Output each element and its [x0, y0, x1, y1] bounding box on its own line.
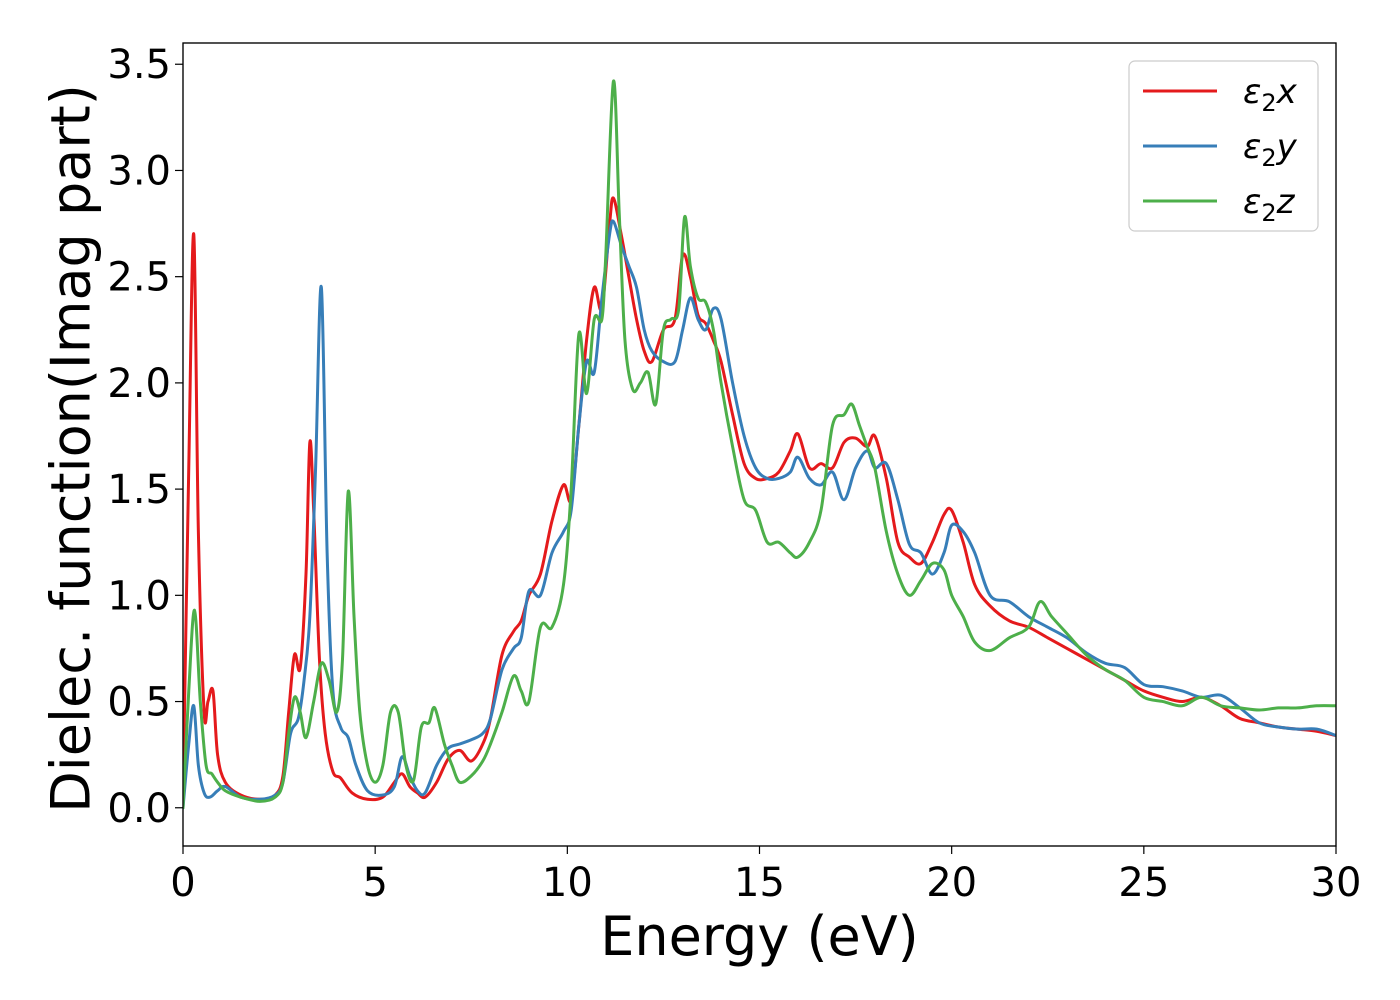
y-tick-label: 2.5 — [107, 255, 171, 301]
y-axis-label: Dielec. function(Imag part) — [40, 84, 103, 813]
legend-label: ε2z — [1243, 182, 1296, 227]
series-line-x — [183, 196, 1336, 802]
y-axis: 0.0 0.5 1.0 1.5 2.0 2.5 3.0 3.5 — [107, 42, 183, 832]
y-tick-label: 3.0 — [107, 148, 171, 194]
y-tick-label: 1.0 — [107, 573, 171, 619]
x-tick-label: 20 — [926, 860, 977, 906]
legend-box — [1128, 60, 1319, 232]
legend-entry-z: ε2z — [1143, 182, 1296, 227]
legend-label: ε2x — [1243, 72, 1298, 117]
x-tick-label: 0 — [170, 860, 195, 906]
y-tick-label: 0.5 — [107, 680, 171, 726]
x-tick-label: 5 — [362, 860, 387, 906]
legend: ε2x ε2y ε2z — [1128, 60, 1319, 232]
x-tick-label: 30 — [1311, 860, 1362, 906]
series-line-z — [183, 79, 1336, 810]
x-tick-label: 25 — [1118, 860, 1169, 906]
x-tick-label: 10 — [542, 860, 593, 906]
x-axis: 0 5 10 15 20 25 30 — [170, 846, 1361, 906]
y-tick-label: 3.5 — [107, 42, 171, 88]
x-tick-label: 15 — [734, 860, 785, 906]
legend-items: ε2x ε2y ε2z — [1143, 72, 1298, 227]
x-axis-label: Energy (eV) — [600, 905, 919, 968]
legend-label: ε2y — [1243, 127, 1298, 172]
series-line-y — [183, 219, 1336, 810]
legend-entry-x: ε2x — [1143, 72, 1298, 117]
y-tick-label: 0.0 — [107, 786, 171, 832]
y-tick-label: 2.0 — [107, 361, 171, 407]
y-tick-label: 1.5 — [107, 467, 171, 513]
legend-entry-y: ε2y — [1143, 127, 1298, 172]
series-layer — [183, 79, 1336, 810]
